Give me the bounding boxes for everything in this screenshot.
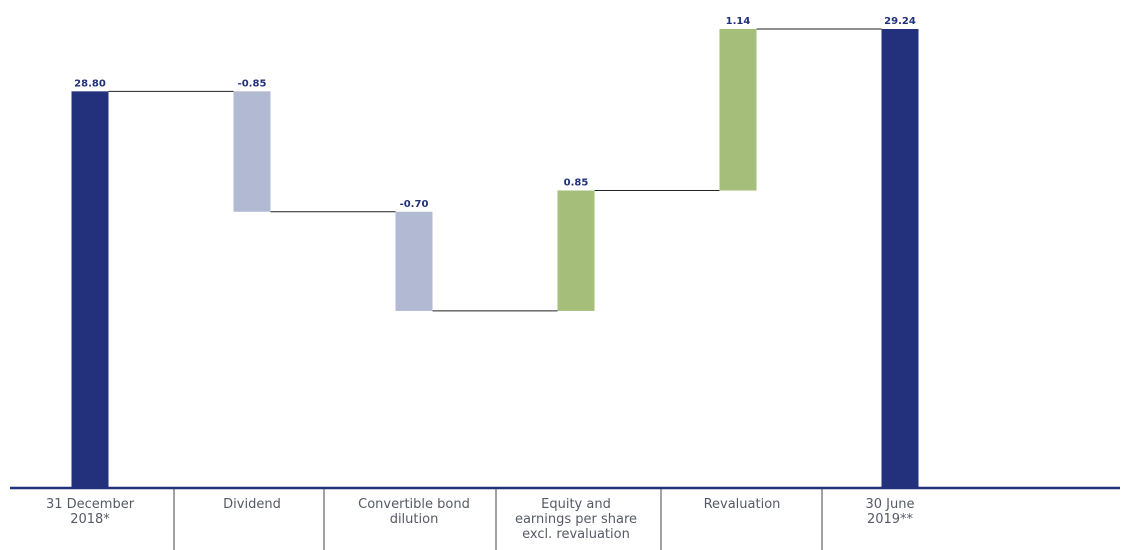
bar-1 bbox=[233, 91, 271, 212]
connector-lines bbox=[108, 28, 882, 312]
bars bbox=[71, 29, 919, 488]
bar-2 bbox=[395, 211, 433, 311]
value-label-3: 0.85 bbox=[564, 178, 589, 189]
bar-3 bbox=[557, 190, 595, 311]
bar-0 bbox=[71, 91, 109, 488]
bar-4 bbox=[719, 29, 757, 191]
category-dividers bbox=[173, 489, 823, 550]
value-labels: 28.80 -0.85 -0.70 0.85 1.14 29.24 bbox=[74, 16, 916, 210]
value-label-1: -0.85 bbox=[238, 78, 267, 89]
bar-5 bbox=[881, 29, 919, 488]
value-label-4: 1.14 bbox=[726, 16, 751, 27]
value-label-2: -0.70 bbox=[400, 199, 429, 210]
value-label-0: 28.80 bbox=[74, 78, 106, 89]
value-label-5: 29.24 bbox=[884, 16, 916, 27]
